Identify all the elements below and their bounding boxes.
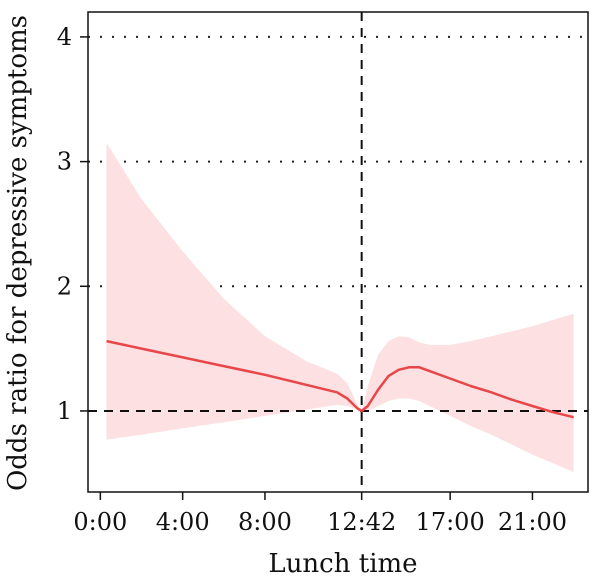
y-tick-label-2: 3 (57, 148, 72, 176)
y-axis-title: Odds ratio for depressive symptoms (3, 15, 33, 491)
x-tick-label-4: 17:00 (416, 508, 485, 536)
axes: 0:00 4:00 8:00 12:42 17:00 21:00 1 2 3 4 (57, 11, 589, 536)
y-tick-label-0: 1 (57, 397, 72, 425)
plot-area (88, 12, 588, 492)
x-axis-title: Lunch time (268, 549, 417, 576)
x-tick-label-5: 21:00 (498, 508, 567, 536)
x-tick-label-1: 4:00 (156, 508, 210, 536)
x-tick-label-2: 8:00 (238, 508, 292, 536)
confidence-band (106, 142, 574, 473)
x-tick-label-0: 0:00 (73, 508, 127, 536)
y-tick-label-3: 4 (57, 23, 72, 51)
odds-ratio-line (106, 339, 574, 419)
y-tick-label-1: 2 (57, 272, 72, 300)
x-tick-label-3: 12:42 (327, 508, 396, 536)
plot-frame (87, 11, 589, 493)
